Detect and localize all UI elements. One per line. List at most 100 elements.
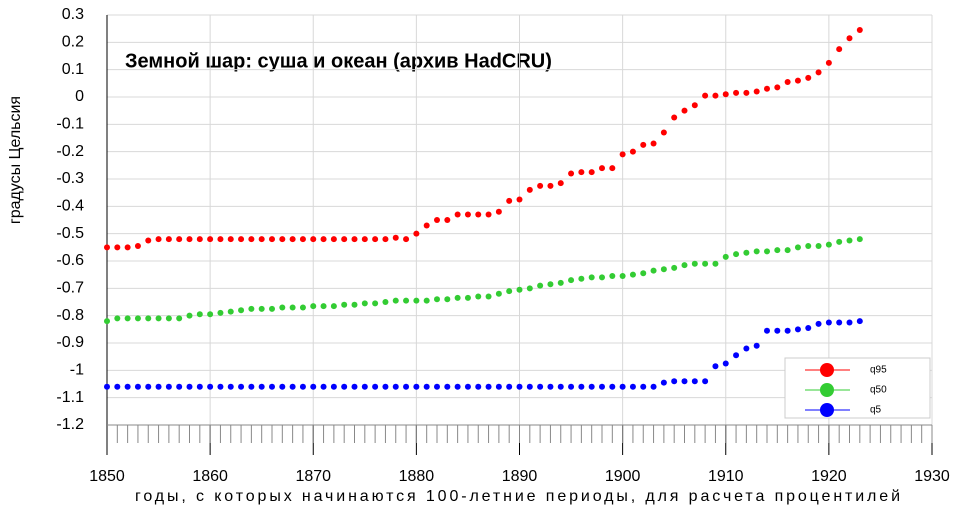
data-point xyxy=(134,242,141,249)
data-point xyxy=(186,236,193,243)
data-point xyxy=(454,211,461,218)
data-point xyxy=(238,236,245,243)
data-point xyxy=(310,236,317,243)
data-point xyxy=(145,237,152,244)
data-point xyxy=(361,236,368,243)
y-tick-label: -0.4 xyxy=(56,198,84,215)
data-point xyxy=(506,288,513,295)
data-point xyxy=(269,383,275,390)
data-point xyxy=(475,293,482,300)
data-point xyxy=(784,78,791,85)
y-tick-label: 0 xyxy=(75,88,84,105)
chart-title: Земной шар: суша и океан (архив HadCRU) xyxy=(125,50,552,72)
y-tick-label: 0.2 xyxy=(62,34,84,51)
data-point xyxy=(640,270,647,277)
data-point xyxy=(351,301,358,308)
data-point xyxy=(856,236,863,243)
data-point xyxy=(557,279,564,286)
data-point xyxy=(825,59,832,66)
data-point xyxy=(547,383,554,390)
data-point xyxy=(114,315,121,322)
data-point xyxy=(506,197,513,204)
data-point xyxy=(526,285,533,292)
data-point xyxy=(495,208,502,215)
data-point xyxy=(155,315,162,322)
data-point xyxy=(588,383,595,390)
data-point xyxy=(825,241,832,248)
data-point xyxy=(392,234,399,241)
data-point xyxy=(186,312,193,319)
x-tick-label: 1880 xyxy=(399,468,435,485)
data-point xyxy=(444,217,451,223)
data-point xyxy=(485,383,492,390)
data-point xyxy=(258,383,265,390)
data-point xyxy=(444,296,451,303)
data-point xyxy=(423,297,430,304)
data-point xyxy=(217,309,224,316)
data-point xyxy=(743,89,750,96)
data-point xyxy=(464,294,471,301)
data-point xyxy=(464,211,471,218)
data-point xyxy=(784,327,791,334)
data-point xyxy=(702,260,709,267)
x-axis-label: годы, с которых начинаются 100-летние пе… xyxy=(135,488,900,505)
data-point xyxy=(568,170,575,177)
data-point xyxy=(217,383,224,390)
data-point xyxy=(382,299,389,305)
legend-box xyxy=(784,357,931,419)
data-point xyxy=(516,196,523,203)
legend-label: q5 xyxy=(870,405,882,416)
data-point xyxy=(547,182,554,189)
data-point xyxy=(104,383,110,390)
data-point xyxy=(712,260,719,267)
x-tick-label: 1930 xyxy=(914,468,950,485)
data-point xyxy=(588,169,595,176)
data-point xyxy=(217,236,224,243)
x-tick-label: 1910 xyxy=(708,468,744,485)
data-point xyxy=(227,236,234,243)
data-point xyxy=(485,211,492,218)
data-point xyxy=(485,293,492,300)
data-point xyxy=(320,303,327,310)
data-point xyxy=(588,274,595,281)
data-point xyxy=(846,35,853,42)
data-point xyxy=(856,318,863,325)
data-point xyxy=(413,230,420,237)
data-point xyxy=(537,182,544,189)
data-point xyxy=(114,244,121,251)
data-point xyxy=(836,46,843,53)
data-point xyxy=(702,378,709,385)
x-tick-label: 1900 xyxy=(605,468,641,485)
data-point xyxy=(794,77,801,84)
data-point xyxy=(320,383,327,390)
data-point xyxy=(475,383,482,390)
data-point xyxy=(599,165,605,172)
data-point xyxy=(660,266,667,273)
data-point xyxy=(269,305,275,312)
x-tick-label: 1850 xyxy=(89,468,125,485)
data-point xyxy=(207,311,214,318)
data-point xyxy=(681,378,688,385)
data-point xyxy=(299,304,306,311)
data-point xyxy=(403,236,410,243)
data-point xyxy=(403,383,410,390)
data-point xyxy=(650,140,657,147)
data-point xyxy=(578,383,585,390)
data-point xyxy=(557,180,564,187)
data-point xyxy=(392,297,399,304)
data-point xyxy=(155,383,162,390)
data-point xyxy=(258,305,265,312)
data-point xyxy=(289,383,296,390)
data-point xyxy=(372,383,379,390)
data-point xyxy=(733,251,740,258)
data-point xyxy=(351,383,358,390)
data-point xyxy=(155,236,162,243)
x-tick-label: 1860 xyxy=(192,468,228,485)
data-point xyxy=(805,242,812,249)
data-point xyxy=(743,345,750,352)
data-point xyxy=(341,383,348,390)
data-point xyxy=(650,383,657,390)
legend-label: q50 xyxy=(870,385,887,396)
data-point xyxy=(516,383,523,390)
